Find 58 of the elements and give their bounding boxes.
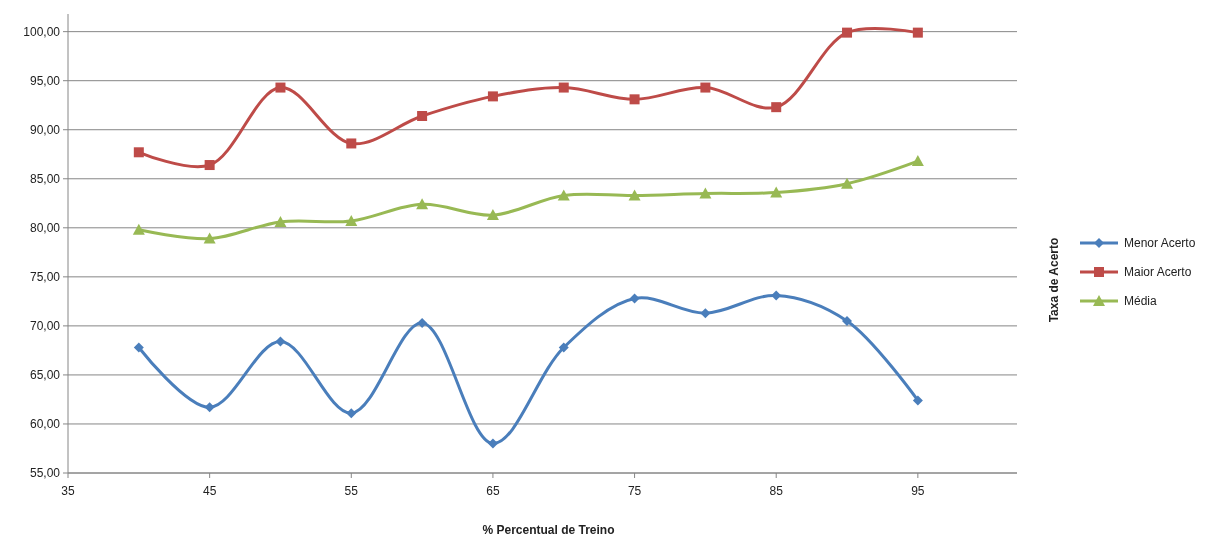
point <box>699 187 712 199</box>
point <box>700 82 711 93</box>
y-tick-label: 60,00 <box>29 417 61 432</box>
y-tick-label: 100,00 <box>23 24 61 39</box>
point <box>345 214 358 226</box>
y-axis-title: Taxa de Acerto <box>1047 237 1061 323</box>
point <box>346 408 357 419</box>
point <box>487 91 498 102</box>
legend-label: Maior Acerto <box>1124 265 1192 280</box>
y-tick-label: 65,00 <box>29 368 61 383</box>
point <box>700 308 711 319</box>
point <box>558 342 569 353</box>
point <box>132 223 145 235</box>
point <box>912 27 923 38</box>
point <box>629 94 640 105</box>
point <box>912 395 923 406</box>
legend-label: Média <box>1124 294 1158 309</box>
point <box>346 138 357 149</box>
point <box>133 342 144 353</box>
x-axis-title: % Percentual de Treino <box>482 523 615 535</box>
point <box>487 438 498 449</box>
point <box>557 189 570 201</box>
point <box>275 82 286 93</box>
y-tick-label: 90,00 <box>29 122 61 137</box>
x-tick-label: 85 <box>769 484 784 498</box>
point <box>204 160 215 171</box>
point <box>911 155 924 167</box>
x-tick-label: 65 <box>486 484 500 498</box>
y-tick-label: 70,00 <box>29 319 61 334</box>
point <box>841 177 854 189</box>
point <box>275 336 286 347</box>
x-tick-label: 95 <box>911 484 925 498</box>
point <box>770 186 783 198</box>
point <box>274 215 287 227</box>
x-tick-label: 55 <box>344 484 359 498</box>
y-tick-label: 80,00 <box>29 221 61 236</box>
point <box>417 317 428 328</box>
x-tick-label: 35 <box>61 484 75 498</box>
point <box>558 82 569 93</box>
point <box>771 290 782 301</box>
point <box>203 232 216 244</box>
point <box>417 111 428 121</box>
point <box>204 402 215 413</box>
point <box>133 147 144 158</box>
x-tick-label: 75 <box>627 484 642 498</box>
x-tick-label: 45 <box>202 484 217 498</box>
point <box>842 27 853 38</box>
point <box>486 209 499 221</box>
point <box>842 315 853 326</box>
point <box>629 293 640 304</box>
y-tick-label: 85,00 <box>29 171 61 186</box>
y-tick-label: 95,00 <box>29 73 61 88</box>
legend-label: Menor Acerto <box>1124 236 1196 251</box>
point <box>416 198 429 210</box>
y-tick-label: 75,00 <box>29 270 61 285</box>
point <box>628 189 641 201</box>
y-tick-label: 55,00 <box>29 466 61 481</box>
point <box>771 102 782 113</box>
